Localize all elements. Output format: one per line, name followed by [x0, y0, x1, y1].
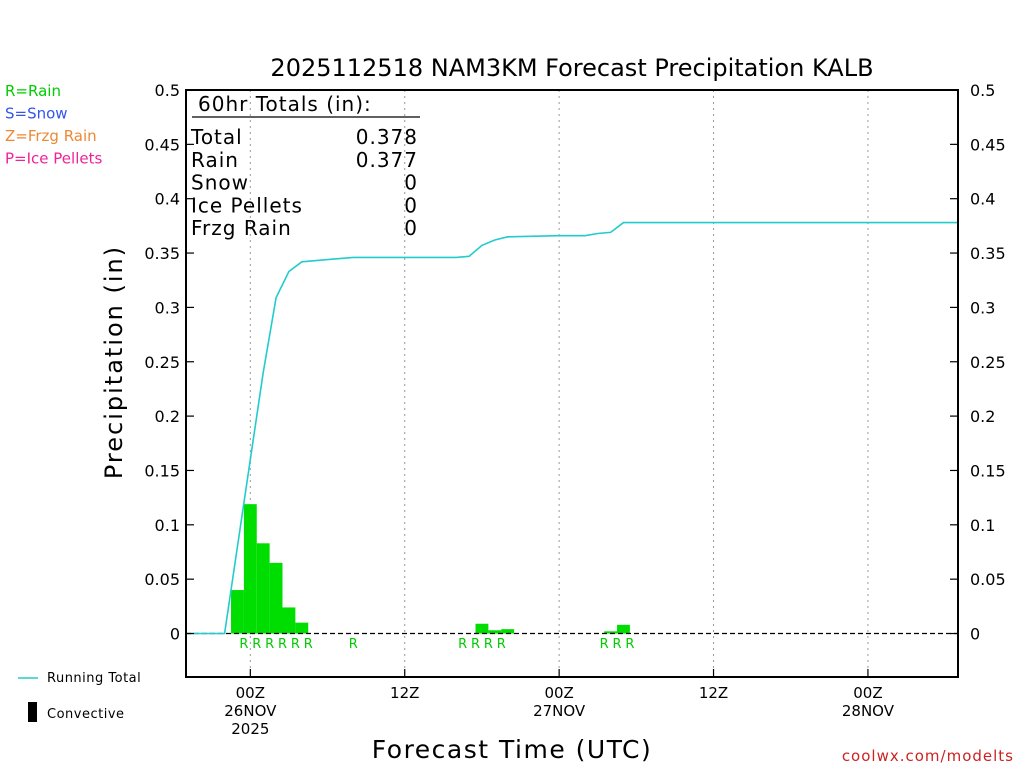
plot-frame — [185, 89, 959, 678]
totals-value-3: 0 — [404, 193, 418, 217]
y-tick-label-left-7: 0.35 — [144, 244, 180, 263]
x-tick-label-0-0: 00Z — [236, 684, 265, 702]
ptype-mark-1: R — [252, 637, 261, 652]
x-axis-label: Forecast Time (UTC) — [372, 735, 652, 764]
y-tick-label-right-2: 0.1 — [970, 516, 995, 535]
y-tick-label-right-0: 0 — [970, 625, 980, 644]
legend-label-0: Running Total — [47, 671, 141, 686]
y-tick-label-right-8: 0.4 — [970, 190, 995, 209]
ptype-mark-5: R — [304, 637, 313, 652]
precip-bar-1 — [243, 504, 257, 634]
grid-lines — [249, 90, 869, 677]
x-tick-label-4-1: 28NOV — [842, 702, 895, 720]
x-tick-label-2-1: 27NOV — [533, 702, 586, 720]
precip-bar-4 — [282, 607, 296, 634]
precip-bar-2 — [256, 543, 270, 634]
y-tick-label-left-3: 0.15 — [144, 461, 180, 480]
ptype-mark-7: R — [458, 637, 467, 652]
totals-value-0: 0.378 — [356, 125, 418, 149]
y-tick-label-left-5: 0.25 — [144, 353, 180, 372]
y-tick-label-right-4: 0.2 — [970, 407, 995, 426]
ptype-legend-1: S=Snow — [5, 105, 68, 123]
ptype-legend-2: Z=Frzg Rain — [5, 127, 97, 145]
y-tick-label-right-5: 0.25 — [970, 353, 1006, 372]
totals-value-2: 0 — [404, 171, 418, 195]
ptype-mark-9: R — [484, 637, 493, 652]
ptype-mark-12: R — [613, 637, 622, 652]
legend-box-swatch — [28, 702, 37, 722]
running-total-line — [186, 221, 958, 635]
ptype-mark-8: R — [471, 637, 480, 652]
totals-header: 60hr Totals (in): — [198, 92, 372, 116]
precip-bar-8 — [501, 629, 515, 634]
totals-label-4: Frzg Rain — [191, 216, 292, 240]
chart-title: 2025112518 NAM3KM Forecast Precipitation… — [270, 54, 873, 82]
totals-label-3: Ice Pellets — [191, 193, 303, 217]
y-axis-left: 0 0.05 0.1 0.15 0.2 0.25 0.3 0.35 0.4 0.45 0.5 — [144, 81, 194, 644]
y-axis-right: 0 0.05 0.1 0.15 0.2 0.25 0.3 0.35 0.4 0.45 0.5 — [950, 81, 1006, 644]
ptype-mark-2: R — [265, 637, 274, 652]
ptype-mark-3: R — [278, 637, 287, 652]
y-tick-label-right-9: 0.45 — [970, 135, 1006, 154]
ptype-legend-3: P=Ice Pellets — [5, 150, 102, 168]
precip-bar-5 — [295, 622, 309, 634]
totals-value-4: 0 — [404, 216, 418, 240]
precip-bar-6 — [475, 623, 489, 634]
precip-bar-7 — [488, 630, 502, 634]
y-tick-label-right-1: 0.05 — [970, 570, 1006, 589]
y-axis-label: Precipitation (in) — [100, 245, 128, 479]
precip-bar-9 — [604, 631, 618, 634]
precip-bars — [231, 504, 630, 634]
totals-value-1: 0.377 — [356, 148, 418, 172]
ptype-mark-4: R — [291, 637, 300, 652]
x-tick-label-0-2: 2025 — [231, 720, 269, 738]
x-tick-label-1-0: 12Z — [390, 684, 419, 702]
precip-bar-10 — [617, 624, 630, 634]
totals-label-1: Rain — [191, 148, 239, 172]
ptype-mark-0: R — [239, 637, 248, 652]
y-tick-label-left-9: 0.45 — [144, 135, 180, 154]
y-tick-label-left-8: 0.4 — [155, 190, 180, 209]
y-tick-label-left-0: 0 — [170, 625, 180, 644]
credit-text: coolwx.com/modelts — [842, 747, 1014, 765]
precip-bar-0 — [231, 590, 244, 634]
ptype-mark-11: R — [600, 637, 609, 652]
totals-label-2: Snow — [191, 171, 249, 195]
y-tick-label-right-3: 0.15 — [970, 461, 1006, 480]
running-total-polyline — [186, 221, 958, 635]
y-tick-label-left-2: 0.1 — [155, 516, 180, 535]
y-tick-label-right-6: 0.3 — [970, 298, 995, 317]
totals-box: 60hr Totals (in): Total 0.378 Rain 0.377 Snow… — [190, 92, 420, 240]
x-tick-label-4-0: 00Z — [853, 684, 882, 702]
series-legend: Running Total Convective — [18, 671, 141, 722]
y-tick-label-right-7: 0.35 — [970, 244, 1006, 263]
y-tick-label-left-1: 0.05 — [144, 570, 180, 589]
precip-bar-3 — [269, 562, 283, 634]
legend-label-1: Convective — [47, 707, 125, 722]
y-tick-label-left-10: 0.5 — [155, 81, 180, 100]
y-tick-label-left-4: 0.2 — [155, 407, 180, 426]
totals-label-0: Total — [190, 125, 243, 149]
x-tick-label-3-0: 12Z — [699, 684, 728, 702]
ptype-legend-0: R=Rain — [5, 82, 61, 100]
ptype-mark-10: R — [497, 637, 506, 652]
y-tick-label-left-6: 0.3 — [155, 298, 180, 317]
ptype-mark-6: R — [349, 637, 358, 652]
y-tick-label-right-10: 0.5 — [970, 81, 995, 100]
ptype-legend: R=Rain S=Snow Z=Frzg Rain P=Ice Pellets — [5, 82, 102, 168]
ptype-mark-13: R — [625, 637, 634, 652]
x-tick-label-2-0: 00Z — [544, 684, 573, 702]
x-tick-label-0-1: 26NOV — [224, 702, 277, 720]
